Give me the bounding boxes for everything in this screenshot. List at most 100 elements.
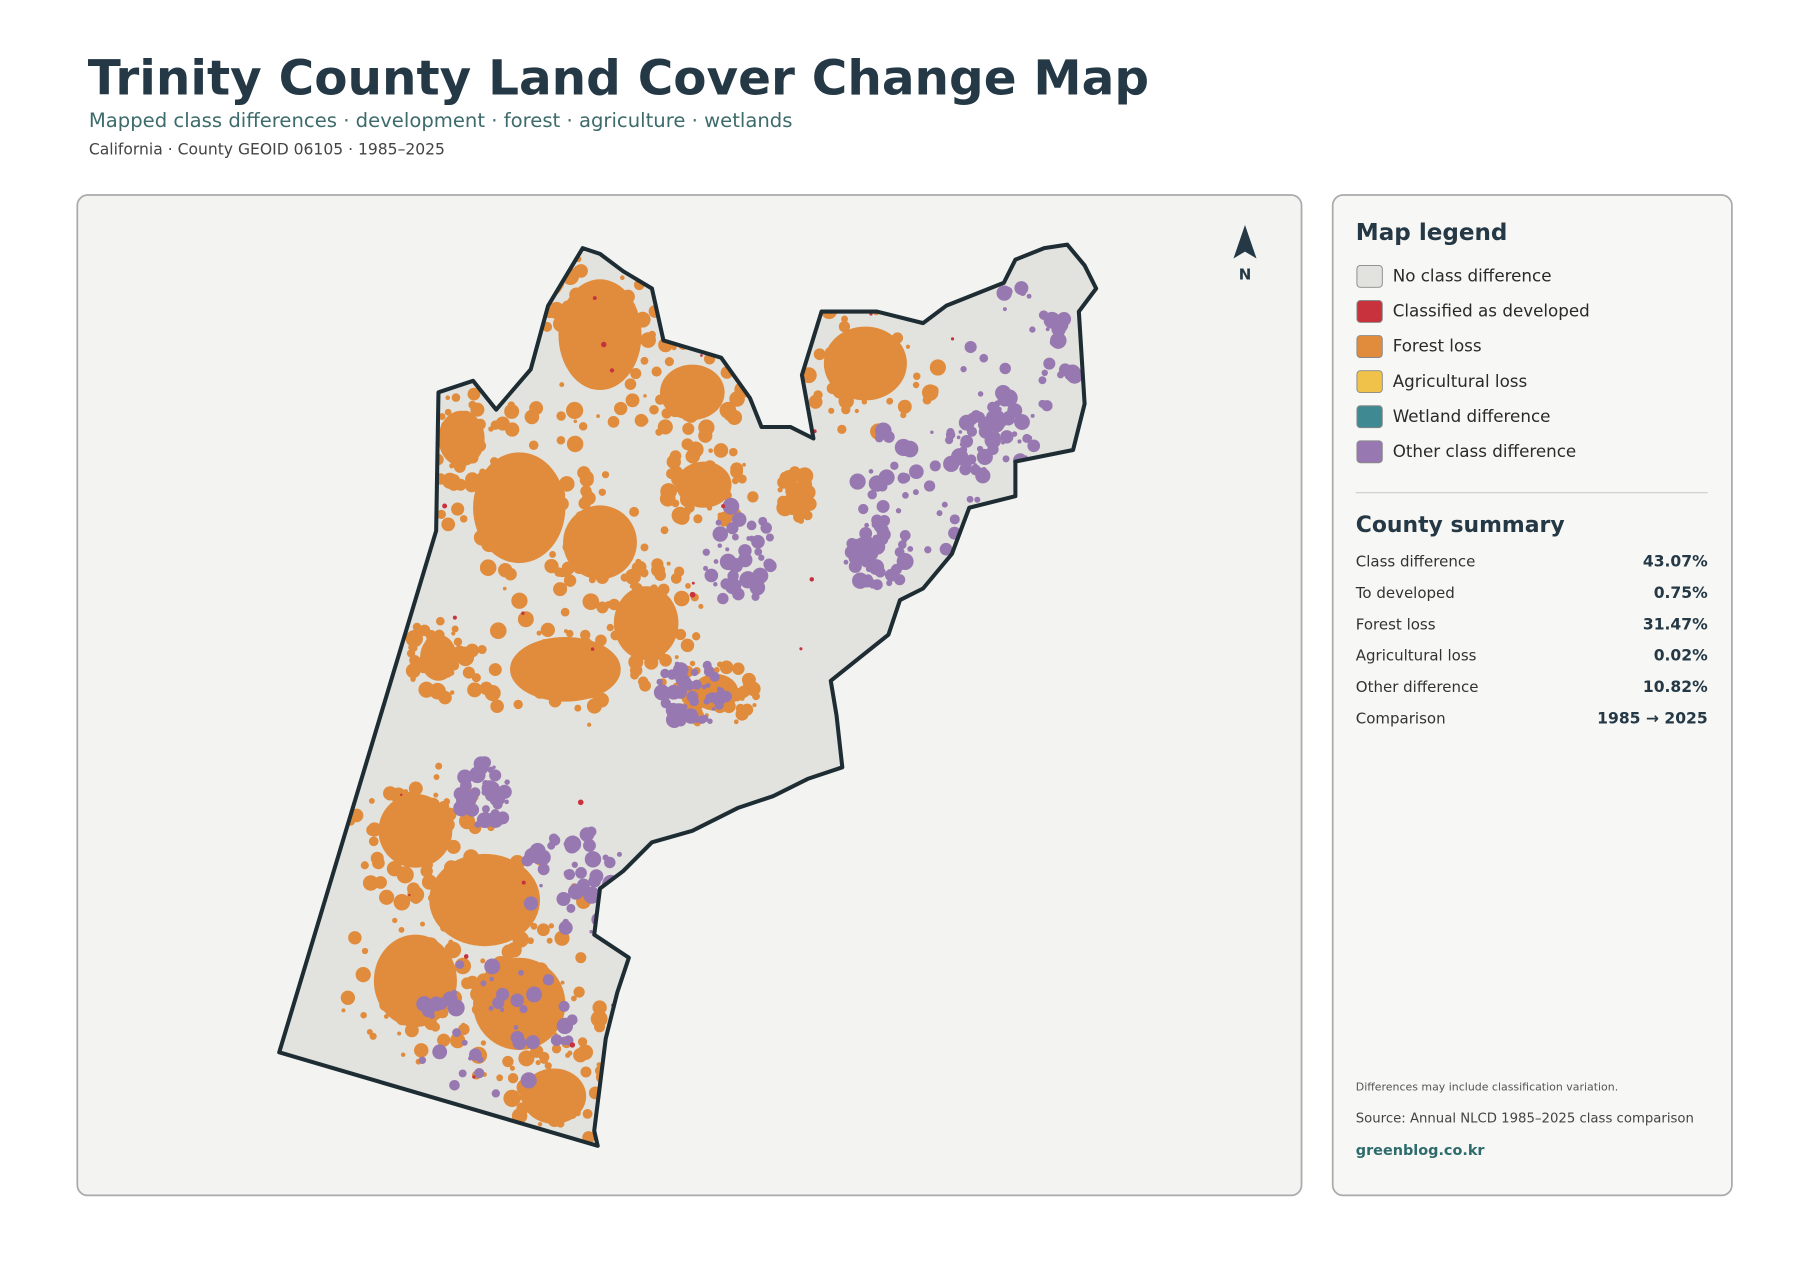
map-patch	[583, 886, 601, 904]
map-patch	[524, 848, 540, 864]
map-patch	[524, 409, 540, 425]
footer-note: Differences may include classification v…	[1356, 1080, 1618, 1093]
map-patch	[871, 514, 883, 526]
map-patch	[588, 576, 596, 584]
map-patch	[683, 408, 699, 423]
map-patch	[596, 414, 600, 418]
map-patch	[526, 986, 543, 1003]
map-patch	[459, 515, 468, 523]
map-patch	[424, 1017, 438, 1031]
map-patch	[582, 1108, 593, 1119]
map-patch	[579, 827, 595, 842]
map-patch	[661, 390, 673, 403]
map-patch	[524, 657, 535, 668]
map-patch	[569, 1042, 576, 1048]
map-patch	[717, 543, 722, 548]
map-patch	[491, 1089, 500, 1098]
map-patch	[516, 1102, 529, 1115]
map-patch	[496, 920, 513, 937]
map-patch	[466, 412, 473, 419]
summary-label: Agricultural loss	[1356, 647, 1477, 665]
map-patch	[558, 1000, 570, 1012]
map-patch	[649, 404, 659, 415]
map-patch	[451, 625, 459, 633]
map-patch	[360, 861, 369, 870]
map-patch	[622, 610, 628, 616]
map-patch	[755, 591, 760, 597]
map-patch	[629, 584, 635, 589]
map-patch	[660, 690, 671, 701]
map-patch	[1011, 431, 1018, 437]
map-patch	[656, 678, 663, 686]
map-patch	[712, 526, 729, 542]
map-patch	[868, 559, 885, 575]
map-patch	[719, 660, 734, 675]
map-patch	[981, 415, 996, 430]
map-patch	[410, 633, 416, 639]
map-patch	[886, 397, 894, 405]
summary-rows: Class difference 43.07% To developed 0.75% F…	[1355, 553, 1708, 728]
map-patch	[753, 574, 765, 587]
map-patch	[1000, 389, 1018, 407]
map-patch	[474, 418, 486, 430]
legend-label: Other class difference	[1393, 441, 1577, 461]
map-patch	[444, 874, 453, 882]
map-patch	[960, 365, 967, 373]
map-patch	[671, 344, 677, 351]
summary-value: 1985 → 2025	[1597, 710, 1708, 728]
map-patch	[796, 490, 802, 495]
map-patch	[443, 798, 451, 805]
map-patch	[703, 460, 717, 474]
map-patch	[414, 840, 428, 853]
map-patch	[418, 1056, 427, 1065]
map-patch	[950, 337, 955, 341]
map-patch	[1052, 316, 1069, 333]
map-patch	[547, 1112, 562, 1127]
map-patch	[577, 799, 584, 806]
map-patch	[410, 893, 422, 904]
map-patch	[689, 591, 696, 598]
map-patch	[582, 593, 600, 611]
map-patch	[527, 937, 534, 945]
map-patch	[682, 704, 688, 709]
map-patch	[898, 359, 907, 368]
map-patch	[640, 356, 649, 365]
map-patch	[476, 1056, 484, 1063]
map-patch	[894, 547, 905, 558]
map-patch	[452, 615, 457, 620]
map-patch	[896, 561, 906, 571]
map-patch	[714, 700, 724, 710]
map-patch	[765, 533, 774, 542]
map-patch	[999, 362, 1011, 375]
map-patch	[454, 950, 459, 955]
map-patch	[573, 419, 578, 424]
map-patch	[675, 716, 687, 727]
map-patch	[612, 523, 621, 533]
map-patch	[705, 682, 711, 688]
map-patch	[786, 503, 792, 509]
map-patch	[575, 1079, 581, 1085]
map-patch	[573, 529, 581, 537]
map-patch	[732, 662, 745, 675]
page-title: Trinity County Land Cover Change Map	[88, 51, 1149, 107]
map-patch	[1049, 337, 1059, 347]
map-patch	[580, 629, 591, 641]
map-patch	[502, 586, 507, 591]
map-patch	[542, 974, 555, 986]
map-patch	[698, 428, 713, 443]
map-patch	[393, 841, 404, 851]
map-patch	[912, 381, 920, 389]
map-patch	[491, 887, 508, 904]
map-patch	[451, 393, 461, 402]
map-patch	[548, 650, 561, 663]
map-patch	[1027, 439, 1041, 453]
map-patch	[643, 394, 647, 398]
map-patch	[556, 411, 566, 421]
map-patch	[513, 1025, 519, 1030]
map-patch	[732, 587, 745, 601]
map-patch	[513, 699, 523, 710]
map-patch	[923, 480, 936, 492]
map-patch	[447, 474, 460, 487]
map-patch	[669, 469, 681, 481]
map-patch	[854, 408, 859, 414]
